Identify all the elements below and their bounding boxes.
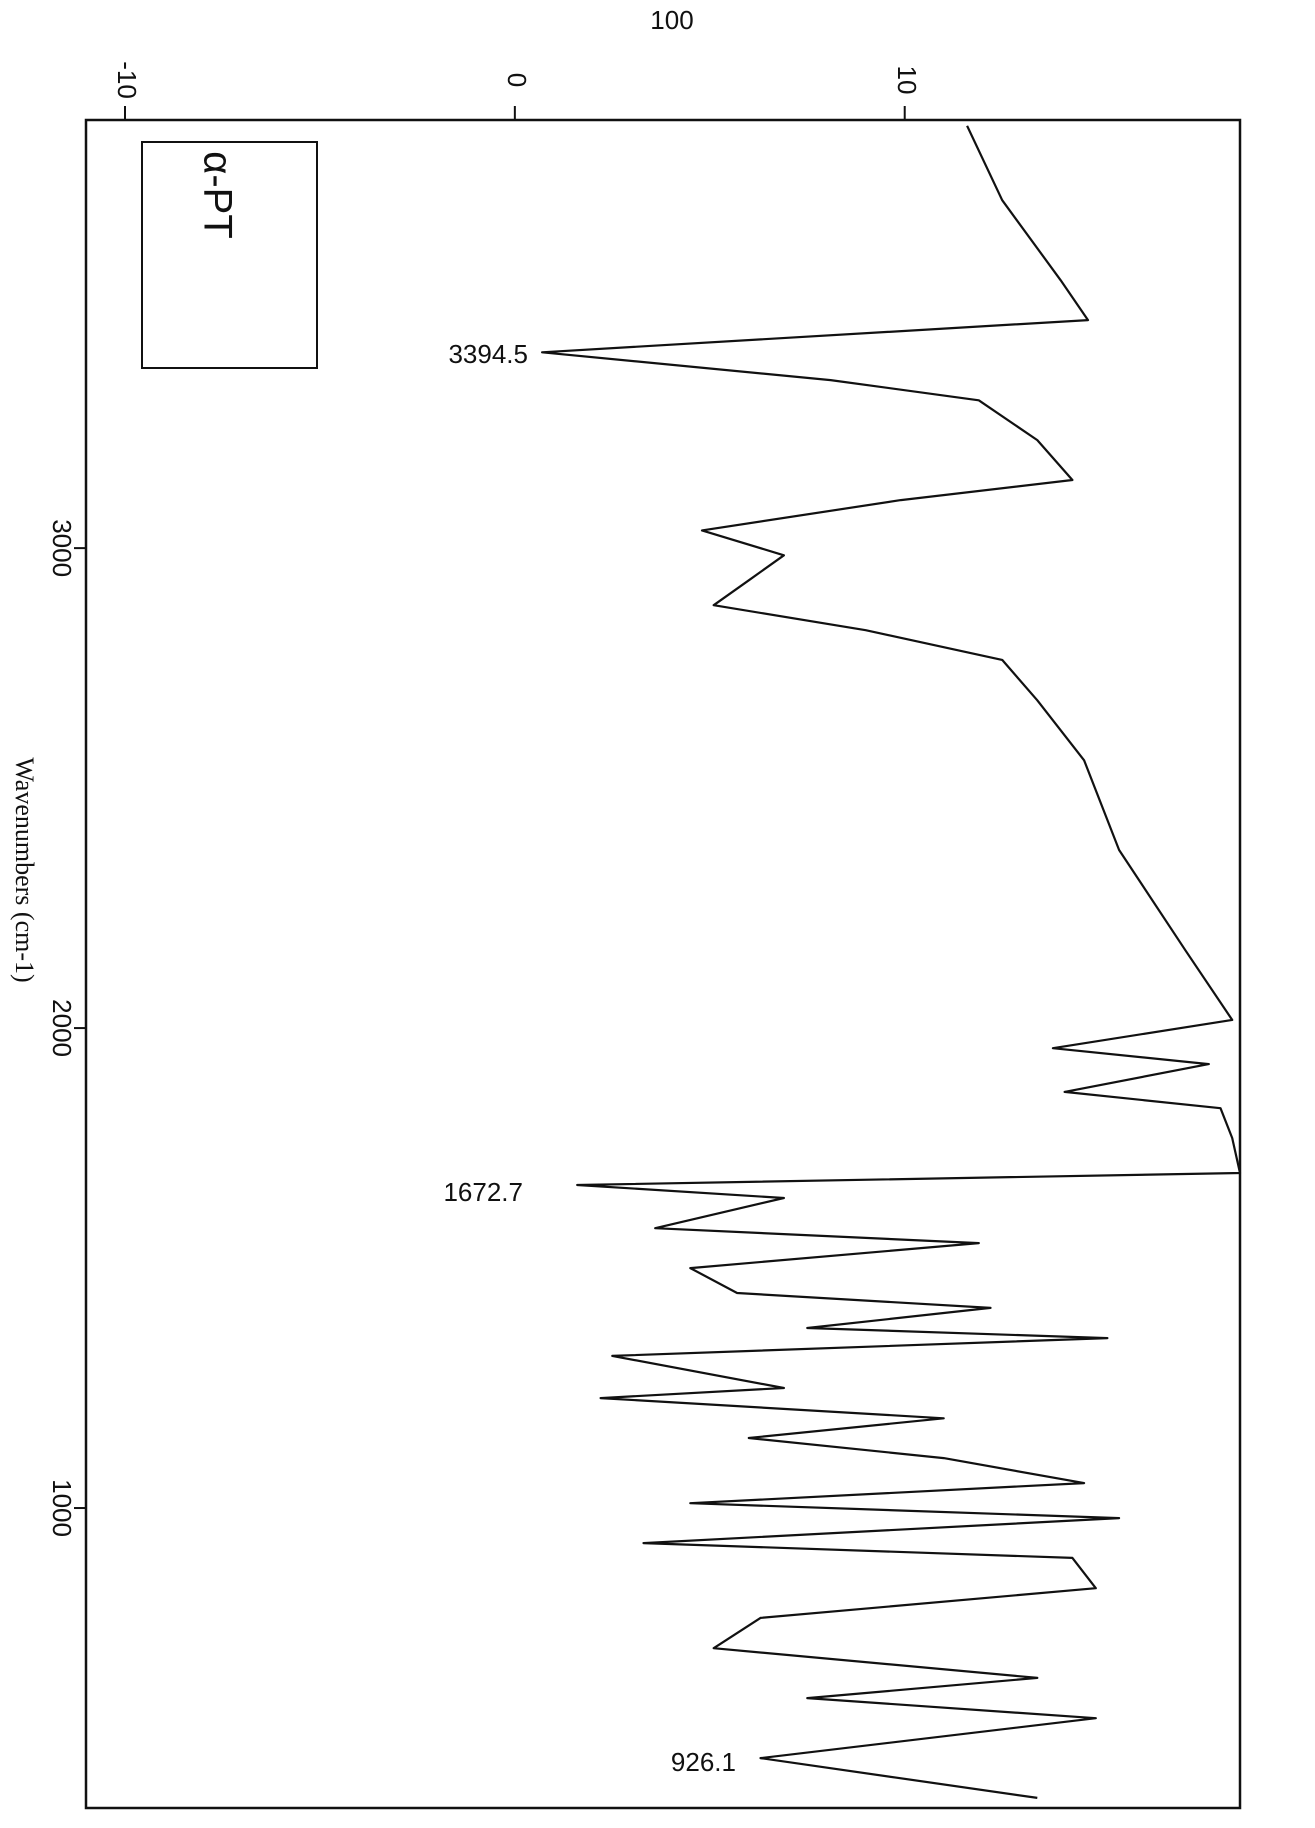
x-tick-label: 2000 [47,999,77,1057]
peak-label: 926.1 [671,1747,736,1777]
x-axis-label: Wavenumbers (cm-1) [10,757,39,982]
chart-title: 100 [650,5,693,35]
y-tick-label: 0 [502,73,532,87]
peak-label: 1672.7 [443,1177,523,1207]
sample-label: α-PT [195,151,239,239]
chart: 100 Wavenumbers (cm-1) -10 0 10 3000 2000 100… [0,0,1315,1823]
peak-label: 3394.5 [448,339,528,369]
plot-frame [86,120,1240,1808]
spectrum-line [542,126,1240,1798]
y-tick-label: 10 [892,66,922,95]
x-tick-label: 1000 [47,1479,77,1537]
page: 100 Wavenumbers (cm-1) -10 0 10 3000 2000 100… [0,0,1315,1828]
x-tick-label: 3000 [47,519,77,577]
y-tick-label: -10 [112,61,142,99]
